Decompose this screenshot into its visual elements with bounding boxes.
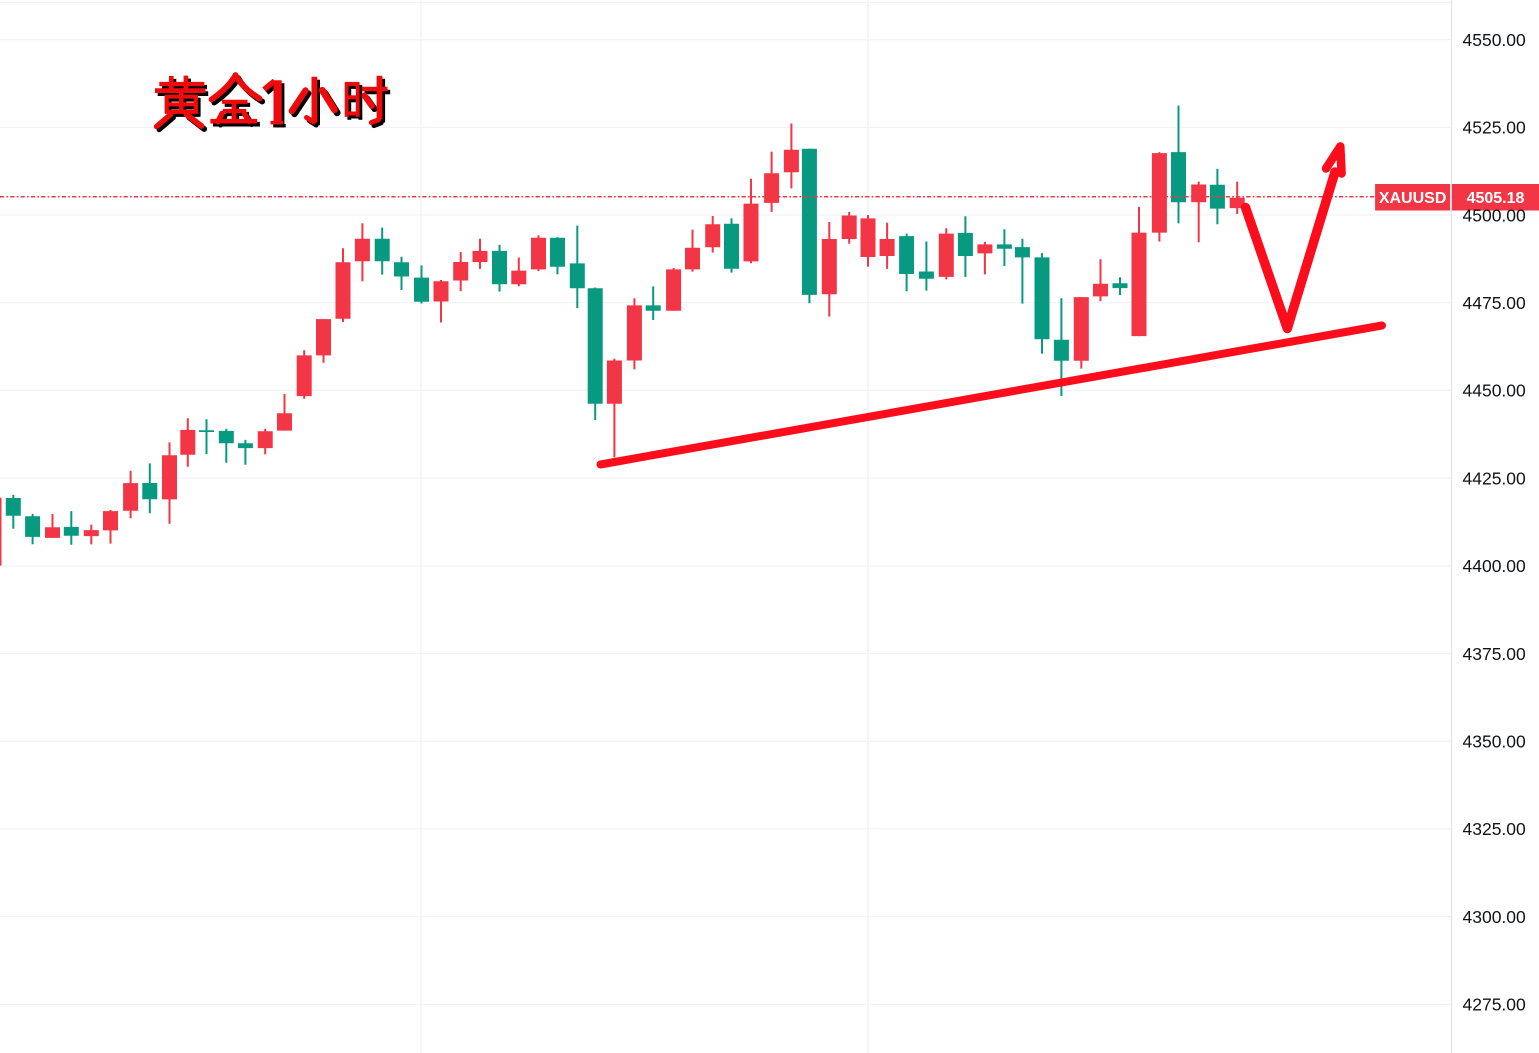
- svg-text:4350.00: 4350.00: [1463, 732, 1527, 752]
- svg-text:4300.00: 4300.00: [1463, 907, 1527, 927]
- svg-text:4400.00: 4400.00: [1463, 556, 1527, 576]
- svg-text:4500.00: 4500.00: [1463, 205, 1527, 225]
- svg-text:4375.00: 4375.00: [1463, 644, 1527, 664]
- svg-text:4450.00: 4450.00: [1463, 381, 1527, 401]
- svg-text:4275.00: 4275.00: [1463, 995, 1527, 1015]
- svg-text:XAUUSD: XAUUSD: [1379, 190, 1447, 207]
- svg-text:4325.00: 4325.00: [1463, 819, 1527, 839]
- svg-text:4525.00: 4525.00: [1463, 118, 1527, 138]
- svg-text:4505.18: 4505.18: [1467, 190, 1525, 207]
- svg-text:4425.00: 4425.00: [1463, 468, 1527, 488]
- svg-text:4475.00: 4475.00: [1463, 293, 1527, 313]
- svg-text:4550.00: 4550.00: [1463, 30, 1527, 50]
